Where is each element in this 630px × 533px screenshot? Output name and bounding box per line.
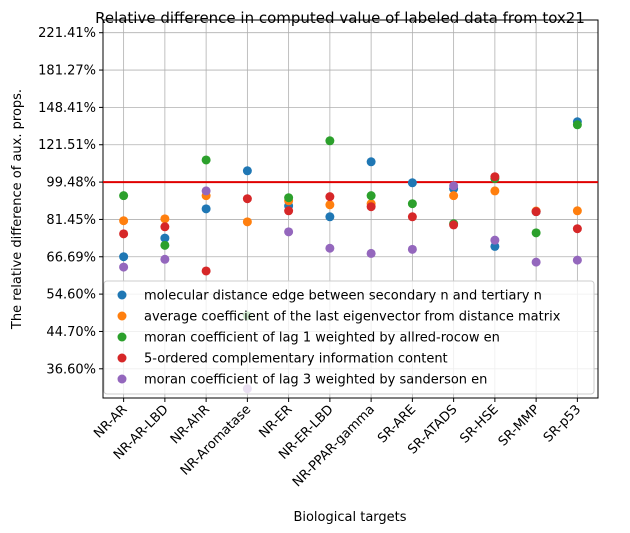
point — [160, 240, 170, 250]
point — [325, 212, 335, 222]
legend-marker — [117, 374, 127, 384]
point — [572, 224, 582, 234]
point — [572, 206, 582, 216]
legend-label: average coefficient of the last eigenvec… — [144, 310, 561, 325]
legend-marker — [117, 353, 127, 363]
point — [407, 199, 417, 209]
point — [407, 244, 417, 254]
point — [449, 181, 459, 191]
y-tick-label: 36.60% — [46, 362, 96, 377]
chart-title: Relative difference in computed value of… — [95, 9, 585, 27]
legend-marker — [117, 311, 127, 321]
point — [201, 266, 211, 276]
point — [242, 194, 252, 204]
point — [490, 186, 500, 196]
point — [201, 204, 211, 214]
legend-label: moran coefficient of lag 1 weighted by a… — [144, 331, 500, 346]
y-tick-label: 54.60% — [46, 288, 96, 303]
point — [325, 192, 335, 202]
point — [160, 222, 170, 232]
y-tick-label: 66.69% — [46, 250, 96, 265]
y-tick-label: 99.48% — [46, 176, 96, 191]
x-tick-label: SR-MMP — [496, 402, 543, 449]
point — [119, 191, 129, 201]
plot-frame — [102, 19, 599, 399]
point — [325, 200, 335, 210]
legend-marker — [117, 332, 127, 342]
point — [160, 233, 170, 243]
point — [325, 136, 335, 146]
y-tick-label: 81.45% — [46, 213, 96, 228]
y-tick-label: 44.70% — [46, 325, 96, 340]
point — [449, 191, 459, 201]
legend-label: 5-ordered complementary information cont… — [144, 352, 448, 367]
legend: molecular distance edge between secondar… — [103, 280, 595, 395]
point — [366, 248, 376, 258]
point — [366, 191, 376, 201]
point — [201, 186, 211, 196]
point — [160, 254, 170, 264]
point — [407, 178, 417, 188]
point — [572, 255, 582, 265]
point — [531, 228, 541, 238]
x-tick-label: SR-p53 — [541, 402, 584, 445]
y-tick-label: 181.27% — [38, 64, 96, 79]
point — [160, 214, 170, 224]
x-tick-label: NR-Aromatase — [178, 402, 254, 478]
y-tick-label: 221.41% — [38, 26, 96, 41]
x-tick-label: NR-AR — [91, 402, 130, 441]
point — [201, 155, 211, 165]
legend-marker — [117, 290, 127, 300]
point — [366, 157, 376, 167]
point — [490, 172, 500, 182]
legend-box — [103, 280, 595, 395]
point — [242, 217, 252, 227]
point — [119, 262, 129, 272]
legend-label: molecular distance edge between secondar… — [144, 289, 542, 304]
point — [119, 252, 129, 262]
point — [325, 243, 335, 253]
point — [284, 227, 294, 237]
x-axis-label: Biological targets — [293, 510, 406, 525]
point — [531, 257, 541, 267]
point — [284, 193, 294, 203]
y-tick-label: 148.41% — [38, 101, 96, 116]
point — [490, 235, 500, 245]
point — [572, 120, 582, 130]
point — [490, 241, 500, 251]
point — [119, 229, 129, 239]
point — [284, 206, 294, 216]
point — [242, 166, 252, 176]
point — [366, 202, 376, 212]
legend-label: moran coefficient of lag 3 weighted by s… — [144, 373, 487, 388]
point — [407, 212, 417, 222]
point — [119, 216, 129, 226]
point — [449, 220, 459, 230]
y-tick-label: 121.51% — [38, 138, 96, 153]
x-tick-label: SR-HSE — [457, 402, 501, 446]
point — [531, 207, 541, 217]
y-axis-label: The relative difference of aux. props. — [10, 89, 25, 330]
x-tick-label: NR-ER — [256, 402, 295, 441]
